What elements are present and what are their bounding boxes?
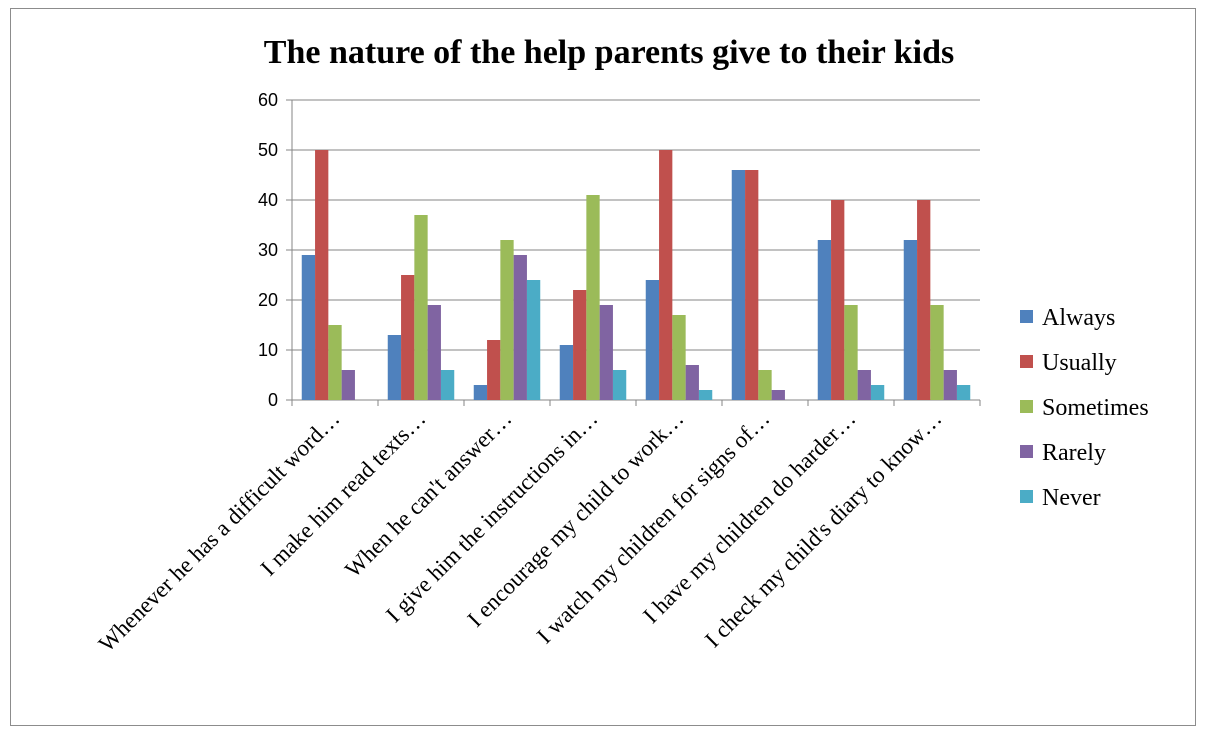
bar-never: [870, 385, 885, 400]
legend-swatch-rarely: [1020, 445, 1033, 458]
legend-label-sometimes: Sometimes: [1042, 395, 1149, 421]
legend-swatch-always: [1020, 310, 1033, 323]
bar-rarely: [513, 255, 527, 400]
bars: [301, 150, 971, 400]
bar-always: [301, 255, 316, 400]
bar-sometimes: [586, 195, 600, 400]
bar-sometimes: [414, 215, 428, 400]
legend-label-never: Never: [1042, 485, 1101, 511]
bar-sometimes: [758, 370, 772, 400]
bar-chart: The nature of the help parents give to t…: [94, 34, 1149, 657]
bar-usually: [573, 290, 587, 400]
gridlines: [292, 99, 980, 351]
bar-always: [387, 335, 402, 400]
bar-always: [731, 170, 746, 400]
bar-sometimes: [930, 305, 944, 400]
legend-swatch-sometimes: [1020, 400, 1033, 413]
y-tick-label: 40: [258, 190, 278, 210]
legend-label-always: Always: [1042, 305, 1115, 331]
bar-sometimes: [844, 305, 858, 400]
bar-always: [473, 385, 488, 400]
y-tick-label: 20: [258, 290, 278, 310]
chart-frame: The nature of the help parents give to t…: [10, 8, 1196, 726]
bar-usually: [831, 200, 845, 400]
bar-never: [440, 370, 455, 400]
bar-rarely: [685, 365, 699, 400]
legend: Always Usually Sometimes Rarely Never: [1020, 305, 1149, 511]
x-tick-label: I make him read texts…: [256, 406, 431, 581]
legend-label-rarely: Rarely: [1042, 440, 1106, 466]
bar-rarely: [427, 305, 441, 400]
bar-rarely: [857, 370, 871, 400]
chart-title: The nature of the help parents give to t…: [264, 34, 954, 71]
legend-swatch-usually: [1020, 355, 1033, 368]
y-axis-tick-labels: 0 10 20 30 40 50 60: [258, 90, 278, 410]
x-tick-label: When he can't answer…: [340, 406, 516, 582]
x-axis-tick-labels: Whenever he has a difficult word…I make …: [94, 406, 947, 657]
bar-sometimes: [500, 240, 514, 400]
y-tick-label: 10: [258, 340, 278, 360]
bar-usually: [401, 275, 415, 400]
bar-usually: [315, 150, 329, 400]
bar-always: [903, 240, 918, 400]
bar-usually: [487, 340, 501, 400]
bar-usually: [917, 200, 931, 400]
bar-never: [956, 385, 971, 400]
y-tick-label: 30: [258, 240, 278, 260]
y-tick-label: 0: [268, 390, 278, 410]
bar-usually: [745, 170, 759, 400]
bar-rarely: [341, 370, 355, 400]
legend-label-usually: Usually: [1042, 350, 1117, 376]
bar-usually: [659, 150, 673, 400]
bar-always: [645, 280, 660, 400]
bar-rarely: [599, 305, 613, 400]
bar-always: [817, 240, 832, 400]
y-tick-label: 60: [258, 90, 278, 110]
bar-rarely: [771, 390, 785, 400]
bar-never: [526, 280, 541, 400]
bar-rarely: [943, 370, 957, 400]
legend-swatch-never: [1020, 490, 1033, 503]
bar-never: [612, 370, 627, 400]
bar-always: [559, 345, 574, 400]
bar-sometimes: [328, 325, 342, 400]
y-tick-label: 50: [258, 140, 278, 160]
bar-never: [698, 390, 713, 400]
bar-sometimes: [672, 315, 686, 400]
